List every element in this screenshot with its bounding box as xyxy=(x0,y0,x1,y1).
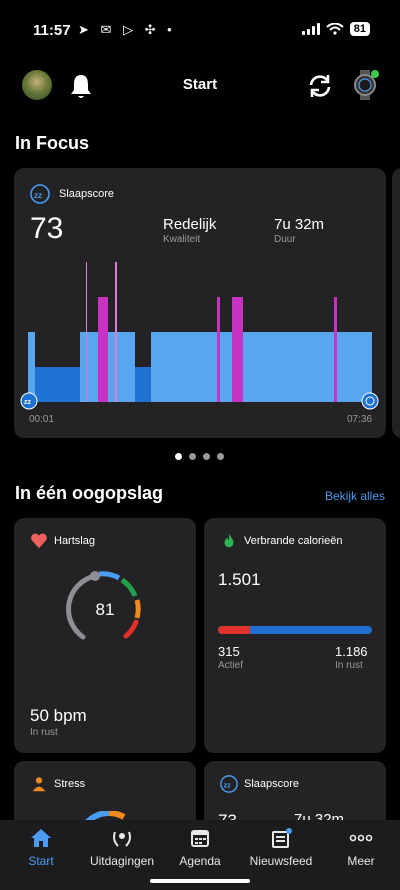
sleep-stages-chart: zz xyxy=(20,262,379,410)
bottom-navigation: Start Uitdagingen Agenda Nieuwsfeed xyxy=(0,820,400,890)
svg-text:zz: zz xyxy=(224,781,232,790)
sleep-segment-light xyxy=(151,332,372,402)
card-title: Slaapscore xyxy=(244,778,300,790)
nav-label: Meer xyxy=(347,854,375,868)
svg-text:zz: zz xyxy=(34,191,42,200)
nav-label: Nieuwsfeed xyxy=(249,854,313,868)
sleep-icon: zz xyxy=(220,775,238,793)
sleep-icon: zz xyxy=(30,184,50,204)
sleep-score: 73 xyxy=(30,212,64,245)
sleep-focus-card[interactable]: zz Slaapscore 73 Redelijk Kwaliteit 7u 3… xyxy=(14,168,386,438)
flame-icon xyxy=(224,533,234,548)
duration-value: 7u 32m xyxy=(274,216,325,233)
pagination-dot[interactable] xyxy=(175,453,182,460)
calories-rest: 1.186 xyxy=(335,644,368,659)
pagination-dot[interactable] xyxy=(203,453,210,460)
nav-more[interactable]: Meer xyxy=(340,828,382,868)
signal-icon xyxy=(301,23,320,35)
duration-label: Duur xyxy=(274,234,296,245)
wifi-icon xyxy=(326,23,344,35)
svg-text:zz: zz xyxy=(24,399,32,406)
home-icon xyxy=(31,829,51,847)
newsfeed-icon xyxy=(272,828,292,848)
see-all-link[interactable]: Bekijk alles xyxy=(324,489,385,503)
glance-title: In één oogopslag xyxy=(15,483,164,503)
pagination-dot[interactable] xyxy=(189,453,196,460)
card-title: Hartslag xyxy=(54,535,95,547)
sleep-start-time: 00:01 xyxy=(29,414,55,425)
calories-bar xyxy=(218,626,372,634)
sync-icon[interactable] xyxy=(306,72,334,100)
heart-rate-current: 81 xyxy=(95,600,115,619)
nav-start[interactable]: Start xyxy=(20,828,62,868)
more-icon xyxy=(349,834,373,842)
pagination-dot[interactable] xyxy=(217,453,224,460)
sleep-start-icon xyxy=(20,392,38,410)
calories-active: 315 xyxy=(218,644,240,659)
active-label: Actief xyxy=(218,660,244,671)
card-title: Stress xyxy=(54,778,86,790)
app-header: Start xyxy=(0,62,400,112)
nav-newsfeed[interactable]: Nieuwsfeed xyxy=(245,828,317,868)
stress-person-icon xyxy=(32,777,46,792)
quality-label: Kwaliteit xyxy=(163,234,201,245)
in-focus-title: In Focus xyxy=(15,133,90,153)
sleep-end-time: 07:36 xyxy=(347,414,373,425)
nav-label: Uitdagingen xyxy=(89,854,155,868)
bell-icon[interactable] xyxy=(68,72,94,100)
status-bar: 11:57 ➤ ✉ ▷ ✣ • 81 xyxy=(0,0,400,60)
nav-challenges[interactable]: Uitdagingen xyxy=(82,828,162,868)
sleep-segment-rem xyxy=(334,297,337,402)
sleep-segment-rem xyxy=(98,297,108,402)
calories-total: 1.501 xyxy=(218,570,261,589)
avatar[interactable] xyxy=(22,70,52,100)
sleep-segment-deep xyxy=(35,367,80,402)
card-title: Verbrande calorieën xyxy=(244,535,343,547)
sleep-segment-awake xyxy=(86,262,87,402)
calendar-icon xyxy=(191,830,209,847)
sleep-segment-rem xyxy=(232,297,243,402)
resting-label: In rust xyxy=(30,727,58,738)
nav-label: Start xyxy=(28,854,54,868)
sleep-segment-light xyxy=(28,332,35,402)
laurel-icon xyxy=(113,831,131,847)
heart-icon xyxy=(31,533,47,549)
quality-value: Redelijk xyxy=(163,216,217,233)
battery-icon: 81 xyxy=(349,22,370,36)
sleep-segment-awake xyxy=(115,262,117,402)
nav-label: Agenda xyxy=(179,854,221,868)
card-label: Slaapscore xyxy=(59,188,115,200)
rest-label: In rust xyxy=(335,660,363,671)
heart-rate-gauge xyxy=(66,571,141,640)
sleep-segment-rem xyxy=(217,297,220,402)
calories-card[interactable]: Verbrande calorieën 1.501 315 Actief 1.1… xyxy=(204,518,386,753)
page-title: Start xyxy=(182,76,218,93)
connection-status-dot xyxy=(371,70,379,78)
wake-clock-icon xyxy=(361,392,379,410)
status-time: 11:57 xyxy=(33,22,71,39)
carousel-pagination[interactable] xyxy=(175,453,224,460)
home-indicator xyxy=(150,879,250,883)
sleep-segment-deep xyxy=(135,367,151,402)
resting-heart-rate: 50 bpm xyxy=(30,706,87,725)
notification-icons: ➤ ✉ ▷ ✣ • xyxy=(78,22,176,37)
heart-rate-card[interactable]: Hartslag 81 50 bpm In rust xyxy=(14,518,196,753)
next-focus-card[interactable] xyxy=(392,168,400,438)
calories-active-bar xyxy=(218,626,251,634)
watch-device-icon[interactable] xyxy=(352,70,378,100)
nav-calendar[interactable]: Agenda xyxy=(172,828,228,868)
